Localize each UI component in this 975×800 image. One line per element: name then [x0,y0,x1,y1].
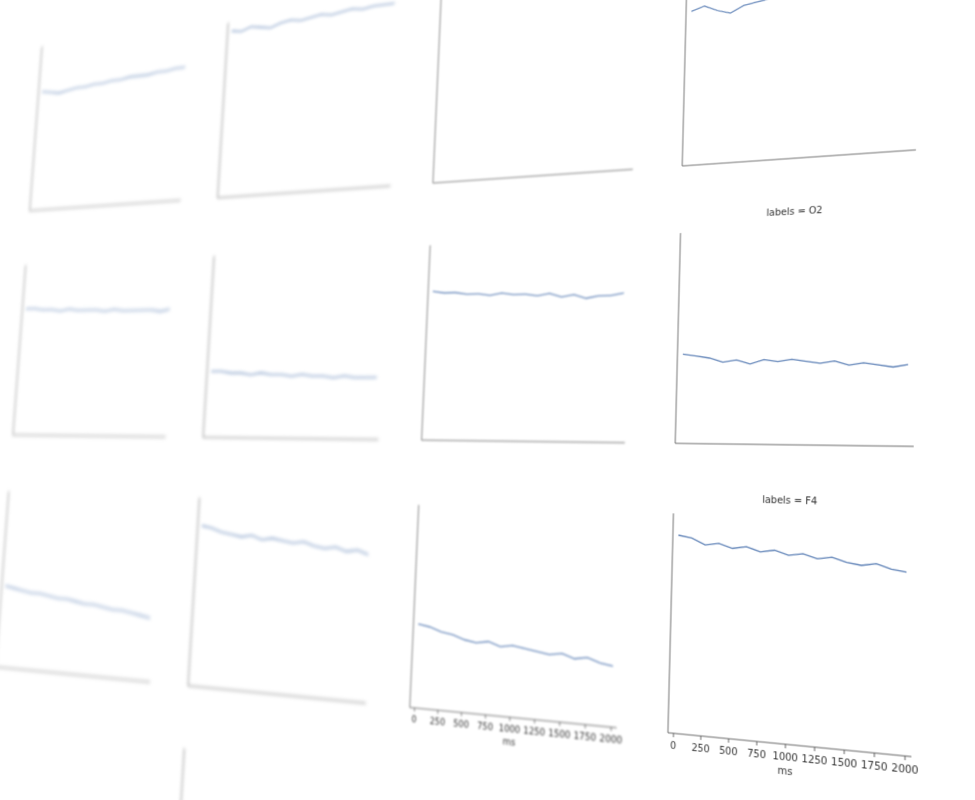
x-axis [203,437,378,439]
panel-title: labels = O2 [766,205,822,219]
facet-panel: labels = F4 0 250 500 750 1000 1250 1500 1750 200… [647,483,929,798]
y-axis [668,513,674,732]
panel-chart [662,0,932,201]
facet-grid: labels = O2 labels = F4 0 250 500 750 1000 1250… [0,0,932,800]
x-tick-label: 2000 [599,733,622,746]
line-series [4,586,152,618]
x-axis-label: ms [502,737,515,749]
panel-chart: labels = O2 [654,205,930,485]
x-tick-label: 500 [719,745,738,758]
x-axis [13,435,166,437]
x-tick-label: 1000 [772,751,798,765]
y-axis [422,245,431,440]
x-tick-label: 250 [429,716,445,728]
facet-panel [15,3,202,239]
y-axis [682,0,687,166]
facet-panel: labels = O2 [654,190,930,485]
facet-panel [415,0,652,216]
x-axis [682,150,916,166]
y-axis [433,0,441,183]
x-tick-label: 0 [411,715,417,726]
x-axis [218,186,391,198]
x-tick-label: 1500 [548,728,571,741]
panel-chart [201,0,411,228]
y-axis [13,265,26,435]
panel-chart [15,3,202,239]
line-series [42,67,185,95]
panel-chart [0,233,188,467]
x-tick-label: 0 [670,740,676,752]
facet-panel [0,467,173,714]
x-axis-label: ms [777,765,792,778]
facet-panel [662,0,932,201]
x-tick-label: 1750 [861,760,888,775]
x-tick-label: 1000 [498,723,520,736]
x-tick-label: 750 [477,721,493,733]
y-axis [675,233,680,443]
line-series [25,304,170,316]
line-series [683,351,909,369]
facet-panel: 0 250 500 750 1000 1250 1500 1750 2000 ms [391,477,636,766]
x-axis [675,443,913,446]
y-axis [218,23,229,198]
x-tick-label: 250 [691,743,709,756]
line-series [691,0,911,17]
x-axis [433,169,633,183]
x-axis [422,440,625,443]
y-axis [410,505,419,708]
facet-panel [186,221,399,473]
facet-panel [0,233,188,467]
panel-chart: labels = F4 0 250 500 750 1000 1250 1500 1750 200… [647,495,919,778]
x-axis [30,200,181,210]
x-axis [0,667,150,682]
panel-chart [0,467,173,714]
panel-chart [415,0,652,216]
line-series [201,526,370,555]
panel-chart: 0 250 500 750 1000 1250 1500 1750 2000 ms [391,477,622,749]
panel-chart [403,206,644,477]
x-tick-label: 1500 [831,757,857,771]
line-series [678,535,907,572]
y-axis [172,748,184,800]
x-tick-label: 500 [453,719,469,731]
facet-panel [201,0,411,228]
line-series [417,624,614,666]
facet-panel [0,699,157,800]
facet-panel [403,206,644,477]
x-tick-label: 2000 [891,763,918,778]
x-tick-label: 1250 [523,726,545,739]
panel-chart [171,471,387,737]
line-series [432,285,624,303]
x-tick-label: 1750 [573,731,596,744]
y-axis [0,491,9,667]
panel-title: labels = F4 [762,495,817,508]
line-series [232,3,395,32]
y-axis [203,256,214,437]
x-tick-label: 1250 [801,754,827,768]
y-axis [188,498,199,686]
y-axis [30,47,42,211]
x-tick-label: 750 [747,748,766,761]
facet-panel [171,471,387,737]
panel-chart [186,221,399,473]
panel-chart [0,699,157,800]
x-axis [188,686,366,703]
line-series [211,370,377,379]
